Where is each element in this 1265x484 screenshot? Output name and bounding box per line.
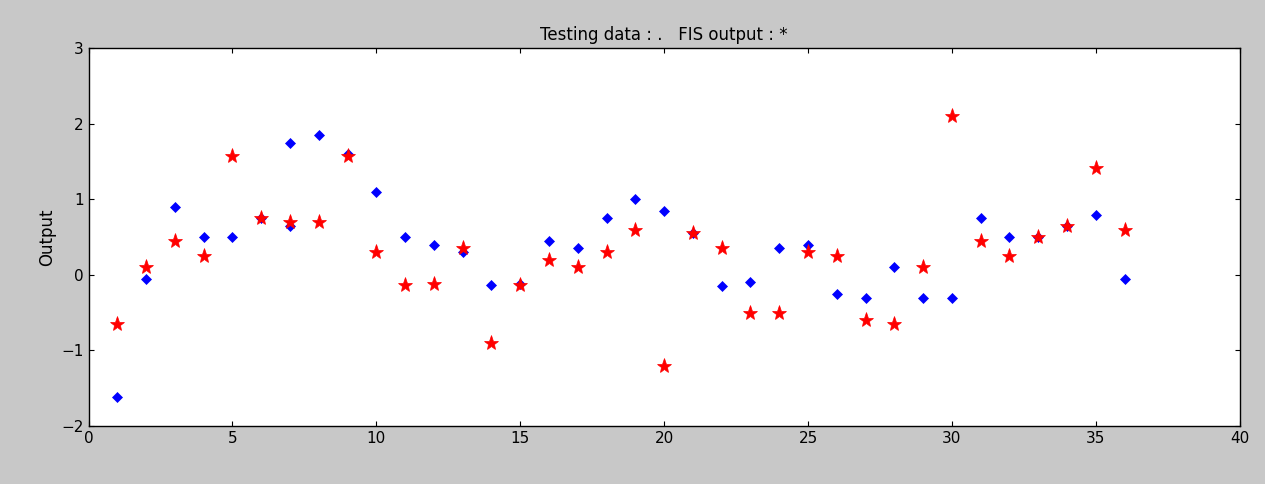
Title: Testing data : .   FIS output : *: Testing data : . FIS output : *: [540, 26, 788, 44]
Y-axis label: Output: Output: [38, 209, 56, 266]
